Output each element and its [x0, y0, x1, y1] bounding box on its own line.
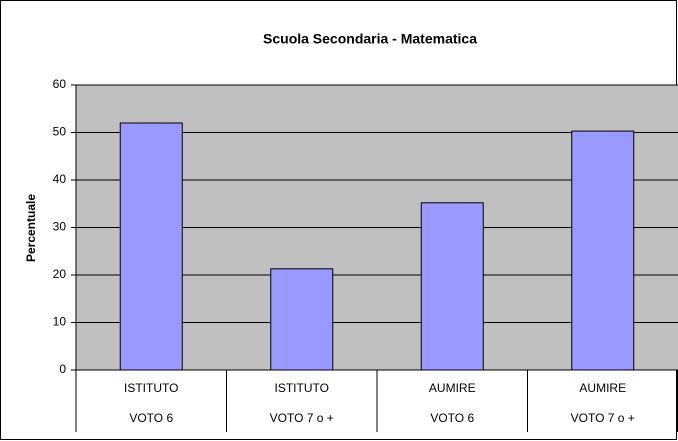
x-tick-label: ISTITUTO: [275, 381, 329, 395]
bar: [270, 268, 334, 371]
y-tick-label: 30: [53, 220, 67, 234]
x-tick-sublabel: VOTO 7 o +: [571, 411, 635, 425]
y-tick-label: 40: [53, 172, 67, 186]
bar: [119, 122, 183, 371]
x-tick-sublabel: VOTO 7 o +: [270, 411, 334, 425]
x-tick-label: ISTITUTO: [124, 381, 178, 395]
y-tick-label: 50: [53, 125, 67, 139]
y-tick-label: 60: [53, 77, 67, 91]
chart-title: Scuola Secondaria - Matematica: [263, 31, 477, 47]
y-tick-label: 20: [53, 267, 67, 281]
x-tick-sublabel: VOTO 6: [430, 411, 474, 425]
y-tick-label: 10: [53, 315, 67, 329]
y-tick-label: 0: [59, 362, 66, 376]
y-axis-label: Percentuale: [24, 194, 38, 262]
bar: [420, 202, 484, 371]
x-tick-label: AUMIRE: [429, 381, 476, 395]
x-tick-label: AUMIRE: [579, 381, 626, 395]
bar: [571, 130, 635, 371]
x-tick-sublabel: VOTO 6: [129, 411, 173, 425]
